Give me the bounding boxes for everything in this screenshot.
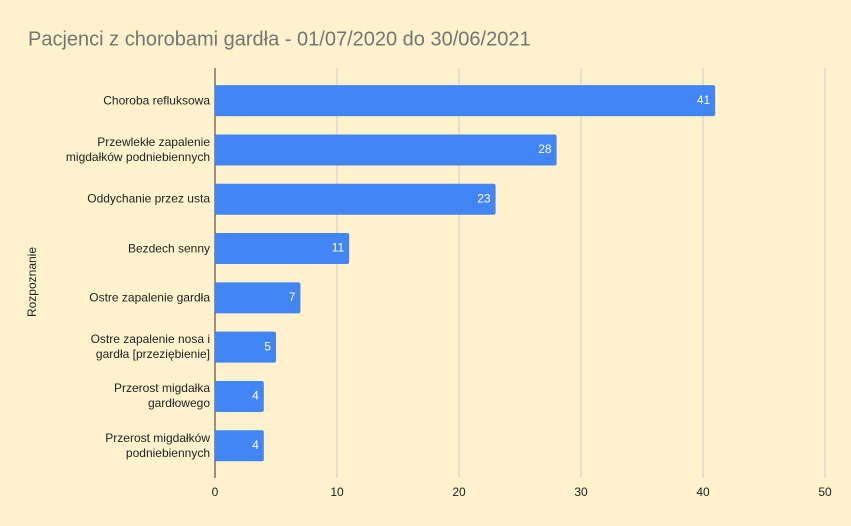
x-tick-label: 40 [696, 485, 710, 499]
value-label: 28 [538, 142, 552, 156]
value-label: 41 [697, 93, 711, 107]
bar [215, 430, 264, 462]
x-tick-label: 10 [330, 485, 344, 499]
bar [215, 85, 716, 117]
y-tick-label: Ostre zapalenie nosa i gardła [przeziębi… [90, 332, 210, 362]
bar [215, 233, 350, 265]
value-label: 11 [332, 241, 345, 255]
y-tick-label: Bezdech senny [127, 241, 210, 256]
value-label: 4 [252, 438, 259, 452]
y-tick-label: Przewlekłe zapalenie migdałków podniebie… [65, 134, 210, 164]
bar [215, 134, 557, 166]
chart-title: Pacjenci z chorobami gardła - 01/07/2020… [28, 28, 531, 50]
value-label: 4 [252, 389, 259, 403]
bar [215, 380, 264, 412]
x-tick-label: 50 [818, 485, 832, 499]
y-tick-label: Ostre zapalenie gardła [89, 290, 210, 305]
bar [215, 183, 496, 215]
y-tick-label: Oddychanie przez usta [87, 191, 210, 206]
y-axis-label: Rozpoznanie [25, 247, 39, 317]
value-label: 7 [289, 290, 296, 304]
x-tick-label: 20 [452, 485, 466, 499]
bar [215, 331, 276, 363]
value-label: 5 [264, 339, 271, 353]
x-tick-label: 30 [574, 485, 588, 499]
y-tick-label: Choroba refluksowa [103, 93, 210, 108]
bar [215, 282, 301, 314]
y-tick-label: Przerost migdałków podniebiennych [105, 430, 210, 460]
y-tick-label: Przerost migdałka gardłowego [113, 381, 210, 411]
value-label: 23 [477, 191, 491, 205]
x-tick-label: 0 [212, 485, 219, 499]
